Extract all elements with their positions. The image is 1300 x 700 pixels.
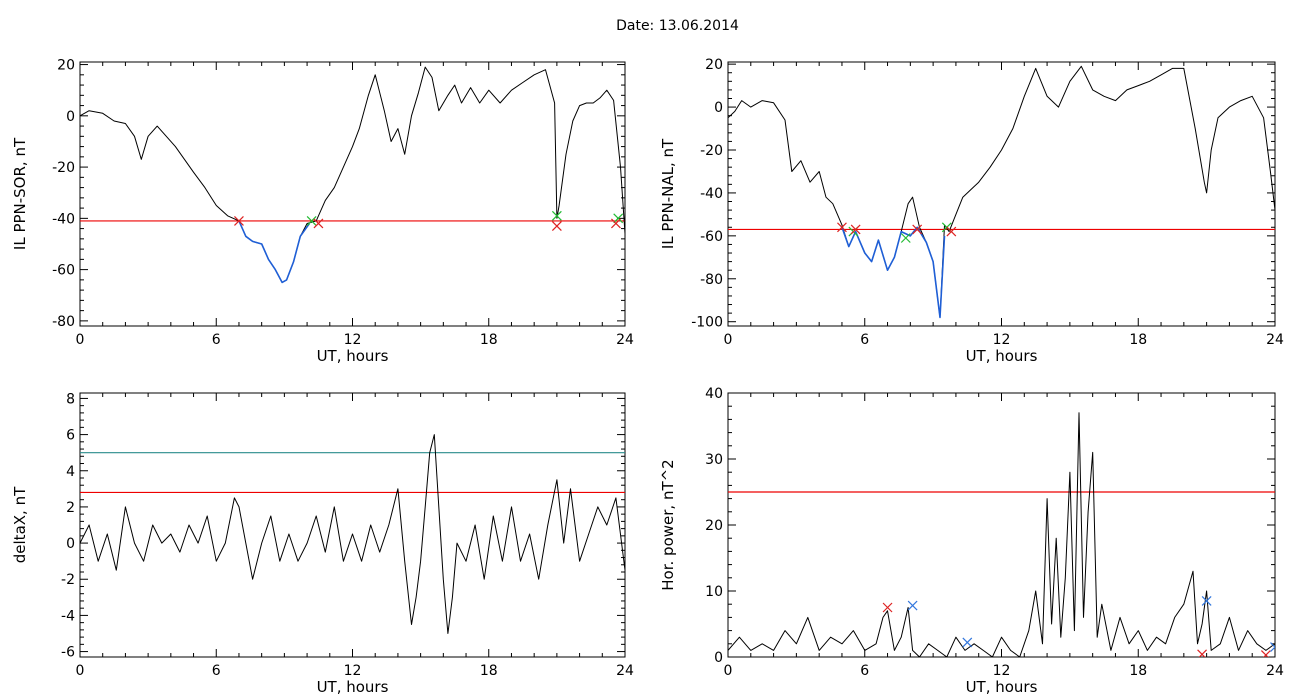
x-axis-label: UT, hours: [317, 347, 389, 365]
panel-hor-power: 0 6 12 18 24 0 10 20 30 40 UT, hours Hor. power, nT…: [659, 386, 1284, 696]
y-tick-label: 8: [66, 391, 75, 407]
data-series-line: [80, 434, 625, 634]
x-marker: [610, 218, 621, 229]
x-marker: [1270, 642, 1275, 653]
y-tick-label: -80: [52, 314, 75, 330]
y-tick-label: 4: [66, 464, 75, 480]
y-tick-label: -100: [691, 315, 723, 331]
y-tick-label: -20: [52, 160, 75, 176]
y-tick-label: 2: [66, 500, 75, 516]
x-marker: [306, 215, 317, 226]
x-tick-label: 24: [616, 663, 634, 679]
y-tick-label: -6: [61, 645, 75, 661]
x-marker: [900, 233, 911, 243]
panel-il-ppn-sor: 0 6 12 18 24 -80 -60 -40 -20 0 20 UT, hours IL PPN-S…: [11, 58, 634, 365]
y-axis-label: IL PPN-SOR, nT: [11, 137, 29, 250]
x-marker: [1260, 650, 1271, 657]
x-tick-label: 24: [1266, 663, 1284, 679]
x-tick-label: 12: [344, 663, 362, 679]
y-tick-label: 0: [714, 100, 723, 116]
x-tick-label: 0: [76, 332, 85, 348]
x-marker: [1201, 595, 1212, 606]
plot-frame: [727, 392, 1276, 658]
x-marker: [234, 215, 244, 226]
x-tick-label: 24: [616, 332, 634, 348]
x-axis-label: UT, hours: [966, 678, 1038, 696]
y-tick-label: -2: [61, 572, 75, 588]
x-tick-label: 0: [724, 663, 733, 679]
y-axis-label: IL PPN-NAL, nT: [659, 138, 677, 249]
x-marker: [837, 222, 847, 233]
x-tick-label: 24: [1266, 332, 1284, 348]
highlight-series-line: [238, 220, 311, 284]
x-tick-label: 6: [860, 332, 869, 348]
plot-area: [728, 65, 1275, 319]
date-title: Date: 13.06.2014: [616, 18, 739, 34]
x-tick-label: 18: [480, 332, 498, 348]
x-tick-label: 6: [212, 332, 221, 348]
y-tick-label: 40: [705, 386, 723, 402]
y-tick-label: -60: [700, 229, 723, 245]
y-tick-label: 0: [66, 109, 75, 125]
y-axis-label: Hor. power, nT^2: [659, 459, 677, 590]
x-marker: [613, 213, 624, 224]
data-series-line: [728, 65, 1275, 318]
plot-frame: [79, 392, 626, 658]
plot-frame: [727, 61, 1276, 327]
x-axis-label: UT, hours: [317, 678, 389, 696]
x-tick-label: 0: [76, 663, 85, 679]
x-marker: [551, 210, 562, 221]
x-tick-label: 0: [724, 332, 733, 348]
x-marker: [882, 602, 893, 613]
x-marker: [551, 221, 562, 231]
plot-area: [80, 434, 625, 634]
x-marker: [1197, 649, 1207, 657]
y-tick-label: 20: [705, 518, 723, 534]
panel-il-ppn-nal: 0 6 12 18 24 -100 -80 -60 -40 -20 0 20 UT, hours IL P…: [659, 57, 1284, 365]
y-tick-label: -60: [52, 263, 75, 279]
data-series-line: [80, 66, 625, 283]
data-series-line: [728, 412, 1275, 657]
x-tick-label: 6: [212, 663, 221, 679]
x-marker: [313, 218, 324, 229]
x-marker: [850, 224, 861, 235]
y-tick-label: -40: [700, 186, 723, 202]
x-axis-label: UT, hours: [966, 347, 1038, 365]
x-tick-label: 12: [344, 332, 362, 348]
y-tick-label: -80: [700, 272, 723, 288]
x-marker: [946, 226, 957, 237]
x-marker: [962, 637, 973, 648]
y-tick-label: 20: [57, 58, 75, 74]
plot-area: [80, 66, 625, 284]
plot-area: [728, 412, 1275, 657]
y-tick-label: 10: [705, 584, 723, 600]
x-tick-label: 12: [993, 332, 1011, 348]
y-tick-label: -20: [700, 143, 723, 159]
y-tick-label: 20: [705, 57, 723, 73]
x-tick-label: 18: [1129, 663, 1147, 679]
x-marker: [907, 600, 918, 611]
y-tick-label: 0: [66, 536, 75, 552]
y-tick-label: 6: [66, 428, 75, 444]
y-tick-label: 30: [705, 452, 723, 468]
plot-frame: [79, 61, 626, 327]
x-tick-label: 6: [860, 663, 869, 679]
x-tick-label: 12: [993, 663, 1011, 679]
y-axis-label: deltaX, nT: [11, 486, 29, 563]
x-marker: [912, 224, 923, 235]
y-tick-label: 0: [714, 650, 723, 666]
x-tick-label: 18: [1129, 332, 1147, 348]
y-tick-label: -4: [61, 608, 75, 624]
highlight-series-line: [841, 226, 946, 319]
y-tick-label: -40: [52, 211, 75, 227]
x-tick-label: 18: [480, 663, 498, 679]
